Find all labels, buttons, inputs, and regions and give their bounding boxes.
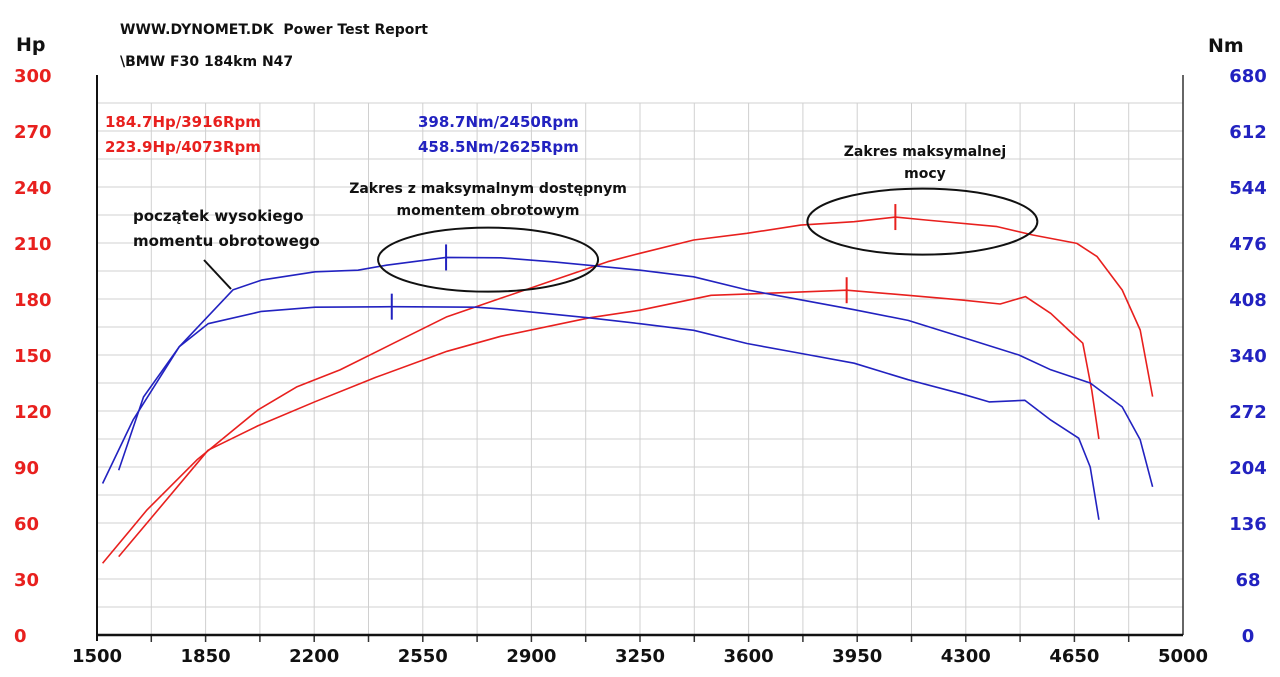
legend-torque-run2: 458.5Nm/2625Rpm (418, 138, 579, 156)
y-left-tick-label: 0 (14, 626, 27, 647)
y-left-tick-label: 180 (14, 290, 52, 311)
y-right-tick-label: 680 (1229, 66, 1267, 87)
legend-power-run2: 223.9Hp/4073Rpm (105, 138, 261, 156)
annotation-power-range-line2: mocy (904, 166, 946, 182)
annotation-ellipse-torque (377, 226, 600, 293)
annotations (203, 187, 1039, 293)
y-left-tick-label: 270 (14, 122, 52, 143)
series-line-1 (118, 289, 1100, 558)
x-tick-label: 3250 (615, 646, 665, 667)
series-line-2 (101, 216, 1154, 564)
y-right-tick-label: 204 (1229, 458, 1267, 479)
y-right-tick-label: 476 (1229, 234, 1267, 255)
y-left-tick-label: 60 (14, 514, 39, 535)
series-line-4 (101, 256, 1154, 488)
axes: 1500 1850 2200 2550 2900 3250 3600 3950 4300 4650… (14, 66, 1267, 667)
annotation-torque-range-line1: Zakres z maksymalnym dostępnym (349, 181, 627, 197)
grid (97, 102, 1183, 641)
y-left-tick-label: 90 (14, 458, 39, 479)
annotation-pointer-line (203, 259, 232, 290)
left-axis-unit: Hp (16, 34, 46, 56)
y-right-tick-label: 0 (1242, 626, 1255, 647)
annotation-ellipse-power (806, 187, 1039, 256)
y-right-tick-label: 136 (1229, 514, 1267, 535)
y-left-tick-label: 120 (14, 402, 52, 423)
y-left-tick-label: 240 (14, 178, 52, 199)
annotation-low-torque-line2: momentu obrotowego (133, 232, 320, 250)
x-tick-label: 3950 (832, 646, 882, 667)
y-left-tick-label: 150 (14, 346, 52, 367)
y-right-tick-label: 544 (1229, 178, 1267, 199)
x-tick-label: 1850 (181, 646, 231, 667)
y-left-tick-label: 300 (14, 66, 52, 87)
series-line-3 (117, 305, 1100, 520)
right-axis-unit: Nm (1208, 35, 1244, 57)
x-tick-label: 4650 (1049, 646, 1099, 667)
x-tick-label: 3600 (724, 646, 774, 667)
y-right-tick-label: 68 (1235, 570, 1260, 591)
annotation-low-torque-line1: początek wysokiego (133, 207, 304, 225)
legend-torque-run1: 398.7Nm/2450Rpm (418, 113, 579, 131)
x-tick-label: 4300 (941, 646, 991, 667)
y-right-tick-label: 408 (1229, 290, 1267, 311)
x-tick-label: 5000 (1158, 646, 1208, 667)
legend-power-run1: 184.7Hp/3916Rpm (105, 113, 261, 131)
annotation-torque-range-line2: momentem obrotowym (396, 203, 579, 219)
y-right-tick-label: 612 (1229, 122, 1267, 143)
vehicle-label: \BMW F30 184km N47 (120, 54, 293, 70)
x-tick-label: 2900 (506, 646, 556, 667)
x-tick-label: 2200 (289, 646, 339, 667)
x-tick-label: 1500 (72, 646, 122, 667)
y-left-tick-label: 30 (14, 570, 39, 591)
y-right-tick-label: 340 (1229, 346, 1267, 367)
report-title: WWW.DYNOMET.DK Power Test Report (120, 22, 428, 38)
annotation-power-range-line1: Zakres maksymalnej (844, 144, 1006, 160)
y-right-tick-label: 272 (1229, 402, 1267, 423)
x-tick-label: 2550 (398, 646, 448, 667)
y-left-tick-label: 210 (14, 234, 52, 255)
series-layer (101, 204, 1154, 564)
